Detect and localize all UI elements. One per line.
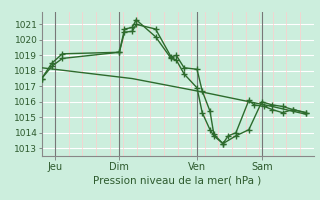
X-axis label: Pression niveau de la mer( hPa ): Pression niveau de la mer( hPa ) [93, 176, 262, 186]
